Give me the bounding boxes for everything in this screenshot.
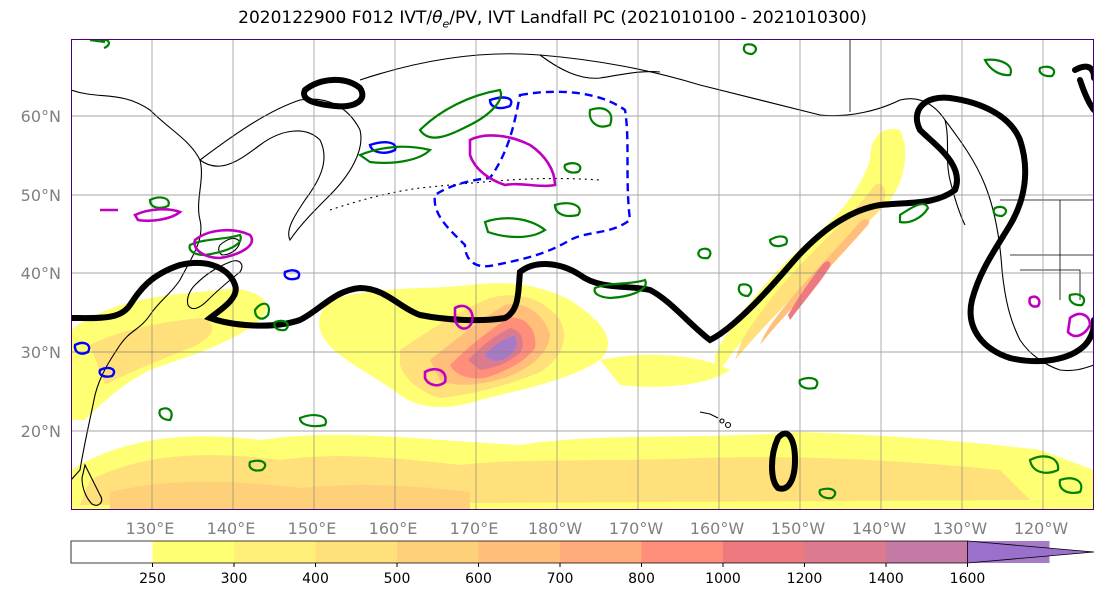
- lon-tick-160w: 160°W: [690, 519, 745, 538]
- lat-tick-20: 20°N: [21, 422, 61, 441]
- colorbar-tick-label: 700: [547, 571, 574, 587]
- lon-tick-150e: 150°E: [288, 519, 337, 538]
- title-theta: θ: [432, 8, 443, 28]
- theta-e-contour: [71, 63, 1094, 492]
- colorbar-segment: [560, 541, 642, 563]
- colorbar-extend-arrow: [967, 540, 1095, 564]
- colorbar: 250 300 400 500 600 700 800 1000 1200 1400 1600: [70, 540, 1095, 587]
- colorbar-segment: [152, 541, 235, 563]
- colorbar-segment: [315, 541, 398, 563]
- colorbar-outline: [70, 540, 968, 564]
- ivt-shading: [71, 129, 1094, 510]
- title-prefix: 2020122900 F012 IVT/: [238, 8, 433, 28]
- colorbar-tick-label: 1000: [705, 571, 741, 587]
- positive-pv-contours: [89, 39, 1086, 500]
- colorbar-tick-label: 600: [465, 571, 492, 587]
- lat-tick-labels: 20°N 30°N 40°N 50°N 60°N: [21, 107, 61, 441]
- colorbar-segment: [641, 541, 724, 563]
- lon-tick-140e: 140°E: [207, 519, 256, 538]
- title-theta-sub: e: [442, 17, 450, 31]
- lat-tick-30: 30°N: [21, 343, 61, 362]
- high-pv-contours: [100, 134, 1092, 387]
- political-borders: [849, 39, 1094, 300]
- lon-tick-120w: 120°W: [1014, 519, 1069, 538]
- colorbar-tick-label: 400: [302, 571, 329, 587]
- lat-tick-60: 60°N: [21, 107, 61, 126]
- colorbar-segment: [886, 541, 968, 563]
- colorbar-tick-label: 250: [139, 571, 166, 587]
- lon-tick-130e: 130°E: [126, 519, 175, 538]
- lat-tick-40: 40°N: [21, 264, 61, 283]
- lon-tick-180w: 180°W: [528, 519, 583, 538]
- lon-tick-labels: 130°E 140°E 150°E 160°E 170°E 180°W 170°…: [126, 519, 1069, 538]
- lat-tick-50: 50°N: [21, 186, 61, 205]
- colorbar-tick-label: 500: [384, 571, 411, 587]
- colorbar-segment: [804, 541, 887, 563]
- colorbar-segment: [723, 541, 805, 563]
- colorbar-tick-label: 1600: [950, 571, 986, 587]
- lon-tick-130w: 130°W: [933, 519, 988, 538]
- lon-tick-170e: 170°E: [450, 519, 499, 538]
- colorbar-segment-below: [71, 541, 153, 563]
- lon-tick-140w: 140°W: [852, 519, 907, 538]
- colorbar-segment: [234, 541, 316, 563]
- colorbar-segment: [478, 541, 561, 563]
- colorbar-tick-label: 1200: [787, 571, 823, 587]
- colorbar-tick-label: 1400: [868, 571, 904, 587]
- colorbar-tick-label: 300: [221, 571, 248, 587]
- map-panel: [71, 39, 1094, 510]
- lon-tick-150w: 150°W: [771, 519, 826, 538]
- lon-tick-160e: 160°E: [369, 519, 418, 538]
- map-title: 2020122900 F012 IVT/θe/PV, IVT Landfall …: [0, 8, 1105, 30]
- colorbar-tick-label: 800: [628, 571, 655, 587]
- gridlines: [71, 39, 1094, 510]
- title-suffix: /PV, IVT Landfall PC (2021010100 - 20210…: [449, 8, 867, 28]
- colorbar-segment: [397, 541, 479, 563]
- lon-tick-170w: 170°W: [609, 519, 664, 538]
